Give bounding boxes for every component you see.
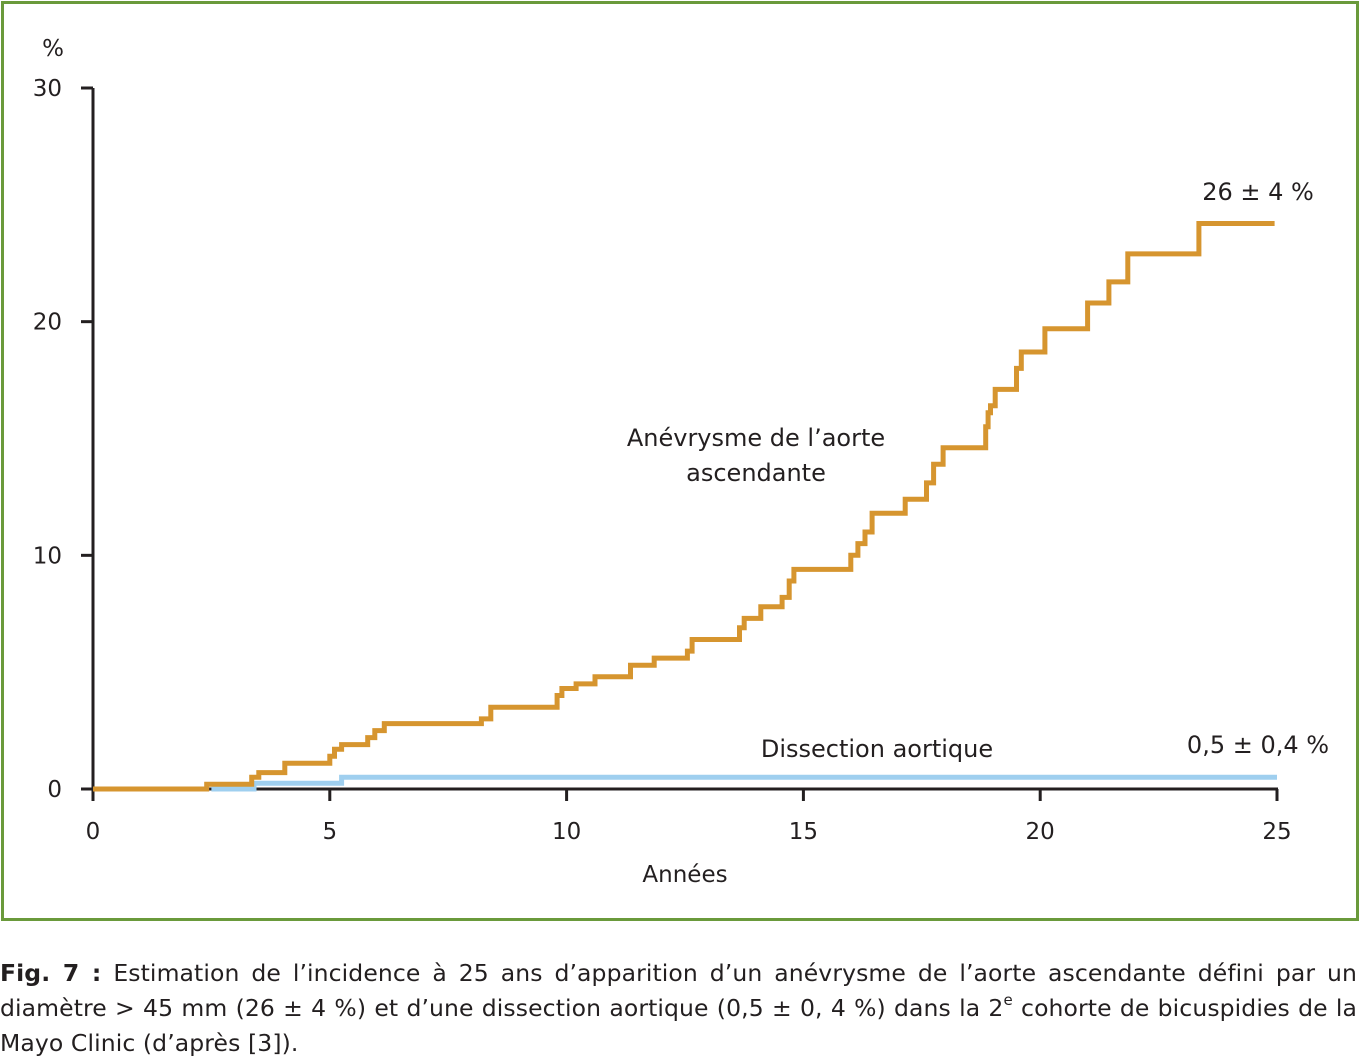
caption-superscript: e	[1003, 991, 1013, 1010]
end-label-aneurysm: 26 ± 4 %	[1202, 178, 1314, 206]
y-tick-label: 10	[33, 543, 62, 569]
chart-labels: 0 5 10 15 20 25 0 10 20 30 Années% Anévrysme de l’a…	[33, 36, 1329, 888]
series-label-aneurysm-line1: Anévrysme de l’aorte	[627, 424, 885, 452]
x-tick-label: 15	[789, 819, 818, 845]
series-label-aneurysm-line2: ascendante	[686, 459, 826, 487]
series-line-dissection	[211, 774, 1277, 792]
chart-axes	[81, 86, 1279, 801]
figure-caption: Fig. 7 : Estimation de l’incidence à 25 …	[0, 956, 1357, 1061]
caption-text: Estimation de l’incidence à 25 ans d’app…	[0, 959, 1357, 1022]
caption-text-end: cohorte de bicuspidies de la Mayo Clinic…	[0, 994, 1358, 1057]
y-tick-label: 30	[33, 76, 62, 102]
figure-frame	[1, 1, 1359, 921]
end-label-dissection: 0,5 ± 0,4 %	[1187, 731, 1329, 759]
series-label-dissection: Dissection aortique	[761, 735, 993, 763]
step-chart: 0 5 10 15 20 25 0 10 20 30 Années% Anévrysme de l’a…	[33, 36, 1329, 888]
caption-label: Fig. 7 :	[0, 959, 102, 987]
series-line-aneurysm	[93, 221, 1275, 792]
y-axis-label: %	[42, 36, 64, 62]
y-tick-label: 0	[47, 777, 62, 803]
x-axis-label: Années	[642, 862, 727, 888]
x-tick-label: 20	[1026, 819, 1055, 845]
x-tick-label: 25	[1262, 819, 1291, 845]
chart-series	[93, 221, 1277, 792]
x-tick-label: 5	[322, 819, 337, 845]
y-tick-label: 20	[33, 310, 62, 336]
x-tick-label: 0	[86, 819, 101, 845]
x-tick-label: 10	[552, 819, 581, 845]
